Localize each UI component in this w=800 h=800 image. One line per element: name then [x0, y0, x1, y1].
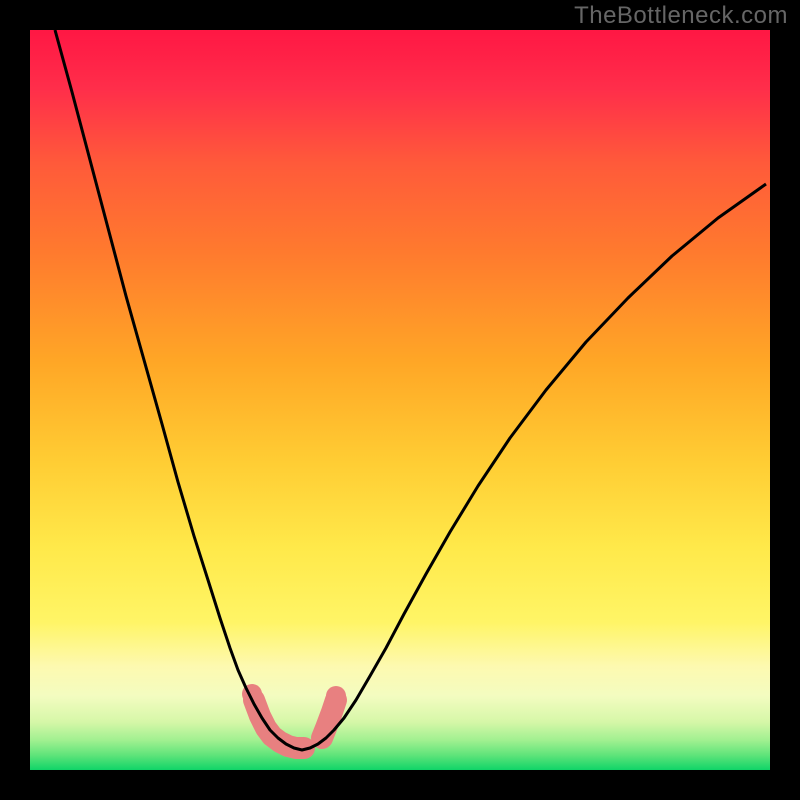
bottleneck-curve-chart — [0, 0, 800, 800]
chart-container: TheBottleneck.com — [0, 0, 800, 800]
plot-area — [30, 30, 770, 770]
highlight-dot-1 — [326, 686, 346, 706]
watermark-text: TheBottleneck.com — [574, 2, 788, 30]
